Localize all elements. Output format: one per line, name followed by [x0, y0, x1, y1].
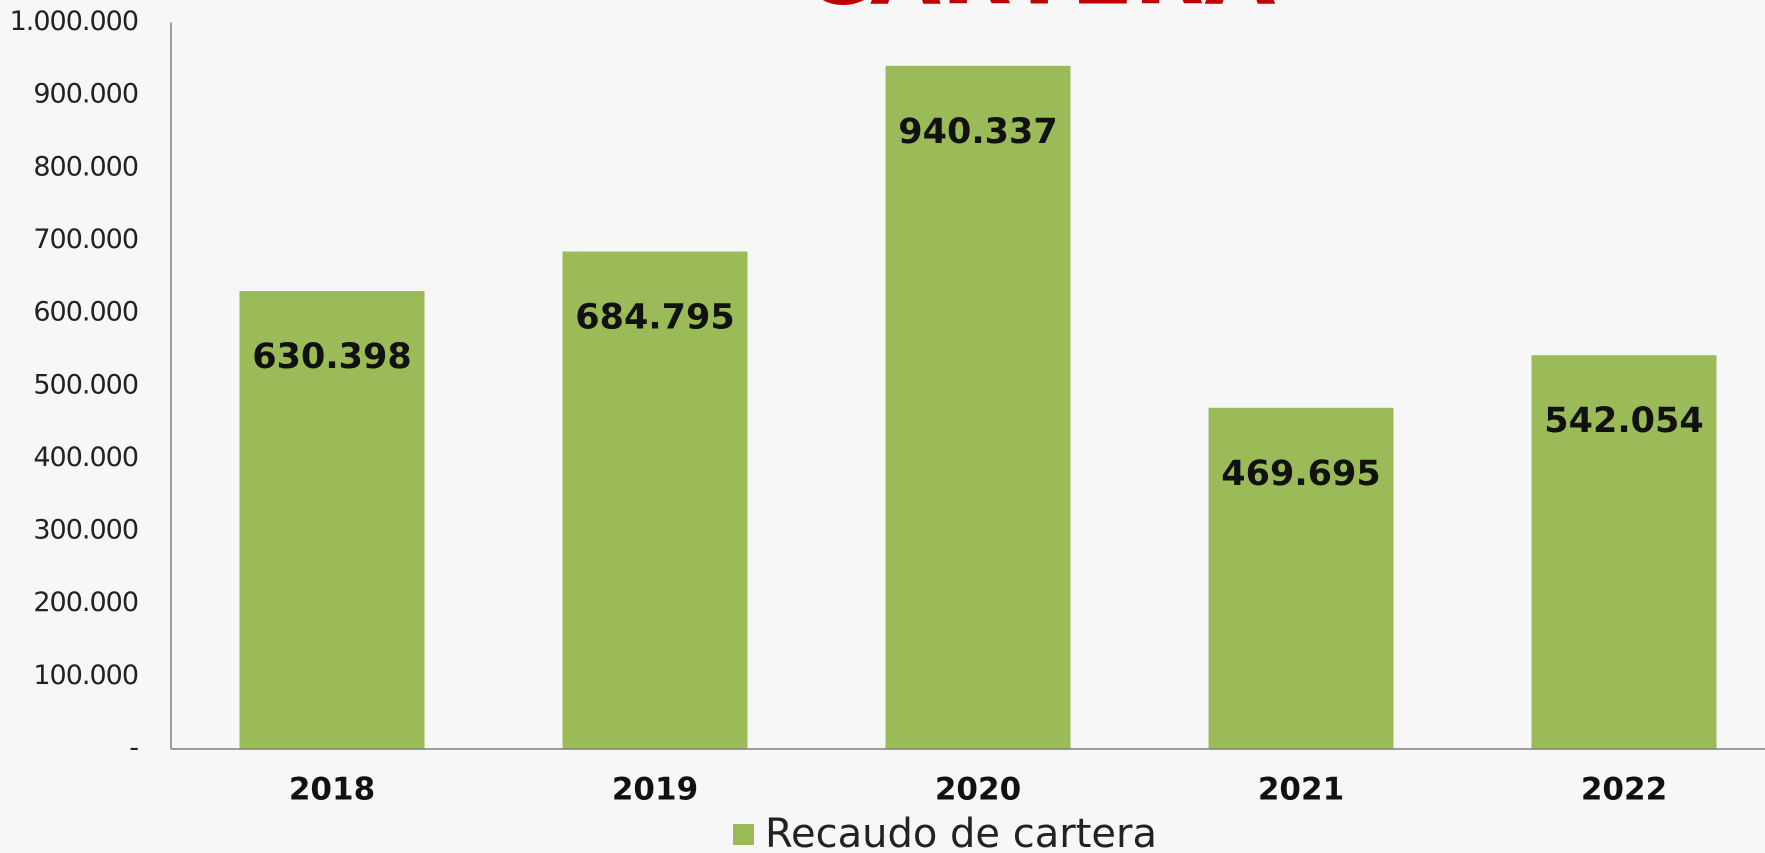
y-tick-label: 600.000 — [33, 297, 138, 328]
y-tick-label: 900.000 — [33, 79, 138, 110]
bar — [1531, 355, 1717, 749]
bar — [239, 291, 425, 749]
value-label: 630.398 — [252, 337, 411, 377]
x-tick-label: 2020 — [935, 772, 1021, 808]
y-tick-label: 300.000 — [33, 515, 138, 546]
y-tick-label: 700.000 — [33, 224, 138, 255]
legend-label: Recaudo de cartera — [765, 811, 1157, 853]
x-tick-label: 2018 — [289, 772, 375, 808]
value-label: 940.337 — [898, 112, 1057, 152]
x-tick-label: 2021 — [1258, 772, 1344, 808]
value-label: 684.795 — [575, 297, 734, 337]
y-tick-label: - — [129, 733, 138, 764]
y-tick-label: 200.000 — [33, 587, 138, 618]
y-tick-label: 400.000 — [33, 442, 138, 473]
chart-title: CARTERA — [802, 0, 1275, 25]
y-tick-label: 1.000.000 — [10, 6, 138, 37]
x-tick-label: 2022 — [1581, 772, 1667, 808]
bar — [885, 65, 1071, 750]
y-tick-label: 100.000 — [33, 660, 138, 691]
x-tick-label: 2019 — [612, 772, 698, 808]
bar — [562, 251, 748, 749]
bar — [1208, 407, 1394, 749]
legend-swatch — [733, 824, 754, 845]
y-tick-label: 800.000 — [33, 151, 138, 182]
value-label: 469.695 — [1221, 454, 1380, 494]
value-label: 542.054 — [1544, 401, 1703, 441]
y-tick-label: 500.000 — [33, 369, 138, 400]
